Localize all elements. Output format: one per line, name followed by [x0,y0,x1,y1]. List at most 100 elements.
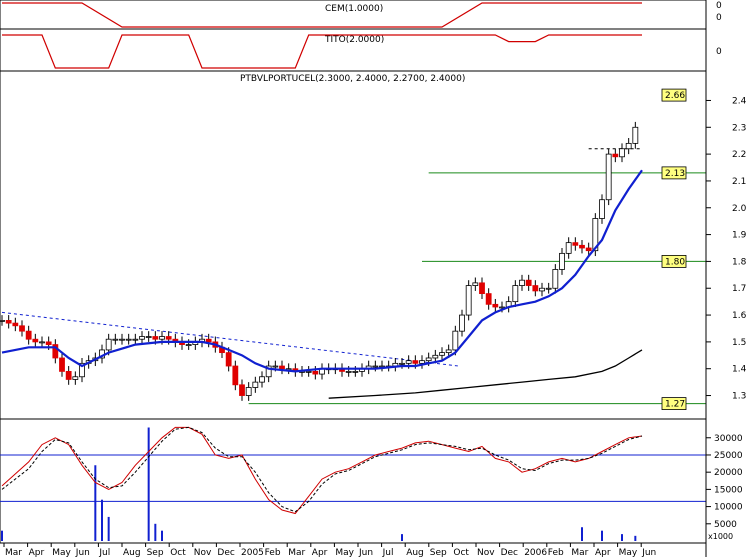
x-tick-label: Jul [382,548,394,557]
candle-body [452,330,459,351]
osc-panel: 30000 25000 20000 15000 10000 5000 x1000 [0,418,743,544]
candle-body [352,370,359,373]
candle-body [605,153,612,201]
price-tick-label: 1.8 [732,257,747,267]
candle-body [205,338,212,343]
x-tick-label: May [52,548,71,557]
candle-body [552,269,559,289]
candle-body [239,384,245,396]
candle-body [19,325,25,332]
price-label-box [661,397,687,410]
candle-body [305,370,312,373]
price-label-text: 2.13 [665,169,685,179]
candle-body [52,344,59,359]
price-tick-label: 1.6 [732,311,747,321]
candle-body [565,242,572,254]
x-tick-label: Apr [595,548,611,557]
x-tick-label: Mar [5,548,22,557]
candle-body [412,360,419,364]
x-tick-label: Mar [288,548,305,557]
candle-body [459,314,465,332]
price-label-box [661,166,687,180]
candle-body [159,336,165,340]
candle-body [132,338,139,341]
candle-body [105,338,112,351]
candle-body [59,357,65,372]
candle-body [579,244,585,249]
tito-series-line [2,34,642,69]
candle-body [72,376,79,380]
candle-body [472,282,479,286]
ma-fast-line [1,169,643,373]
price-label-box [661,88,687,102]
price-label-box [661,255,687,268]
candle-body [185,344,192,346]
x-tick-label: 2006 [524,548,547,557]
candle-body [25,330,32,340]
candle-body [79,362,85,378]
x-tick-label: Jun [75,548,90,557]
price-tick-label: 1.4 [732,365,747,375]
osc-tick-label: 20000 [714,468,743,478]
candle-body [512,285,519,303]
tito-title: TITO(2.0000) [324,35,384,45]
candle-body [572,242,579,246]
candle-body [399,362,405,365]
candle-body [39,341,45,344]
x-tick-label: Oct [170,548,186,557]
candle-body [125,338,132,341]
candle-body [345,370,352,373]
osc-panel-frame [0,418,707,544]
x-tick-label: Aug [123,548,141,557]
candle-body [479,282,485,295]
x-tick-label: Feb [265,548,281,557]
candle-body [432,354,439,359]
price-tick-label: 2.2 [732,150,746,160]
x-tick-label: Oct [453,548,469,557]
x-tick-label: Jul [98,548,110,557]
price-panel: PTBVLPORTUCEL(2.3000, 2.4000, 2.2700, 2.… [0,70,747,420]
candle-body [279,365,285,370]
candle-body [272,365,279,368]
candle-body [405,360,412,364]
candle-body [372,365,379,368]
price-panel-frame [0,70,707,420]
candle-body [485,293,492,305]
candle-body [312,370,319,375]
candle-body [65,370,72,380]
x-tick-label: Dec [501,548,518,557]
x-tick-label: Apr [29,548,45,557]
cem-tick-label: 0 [716,13,722,23]
x-tick-label: Jun [641,548,656,557]
osc-tick-label: 15000 [714,485,743,495]
price-label-text: 1.27 [665,400,685,410]
price-tick-label: 2.0 [732,204,747,214]
candle-body [5,320,12,324]
candle-body [492,303,499,308]
candle-body [592,218,599,252]
x-tick-label: Sep [430,548,447,557]
price-label-text: 1.80 [665,257,685,267]
price-tick-label: 1.9 [732,231,747,241]
osc-tick-label: 10000 [714,503,743,513]
candle-body [612,153,619,158]
candle-body [259,376,265,383]
candle-body [619,148,625,158]
price-tick-label: 2.3 [732,123,746,133]
price-tick-label: 1.3 [732,392,746,402]
x-tick-label: Jun [358,548,373,557]
candle-body [585,247,592,252]
cem-series-line [2,2,642,28]
candle-body [559,252,565,270]
osc-tick-label: 30000 [714,434,743,444]
candle-body [152,336,159,340]
candle-body [439,352,445,356]
candle-body [245,387,252,396]
candle-body [0,320,5,322]
x-tick-label: Sep [147,548,164,557]
trendline-dashed [1,311,459,367]
candle-body [519,279,525,286]
candle-body [32,338,39,343]
candle-body [119,338,125,341]
